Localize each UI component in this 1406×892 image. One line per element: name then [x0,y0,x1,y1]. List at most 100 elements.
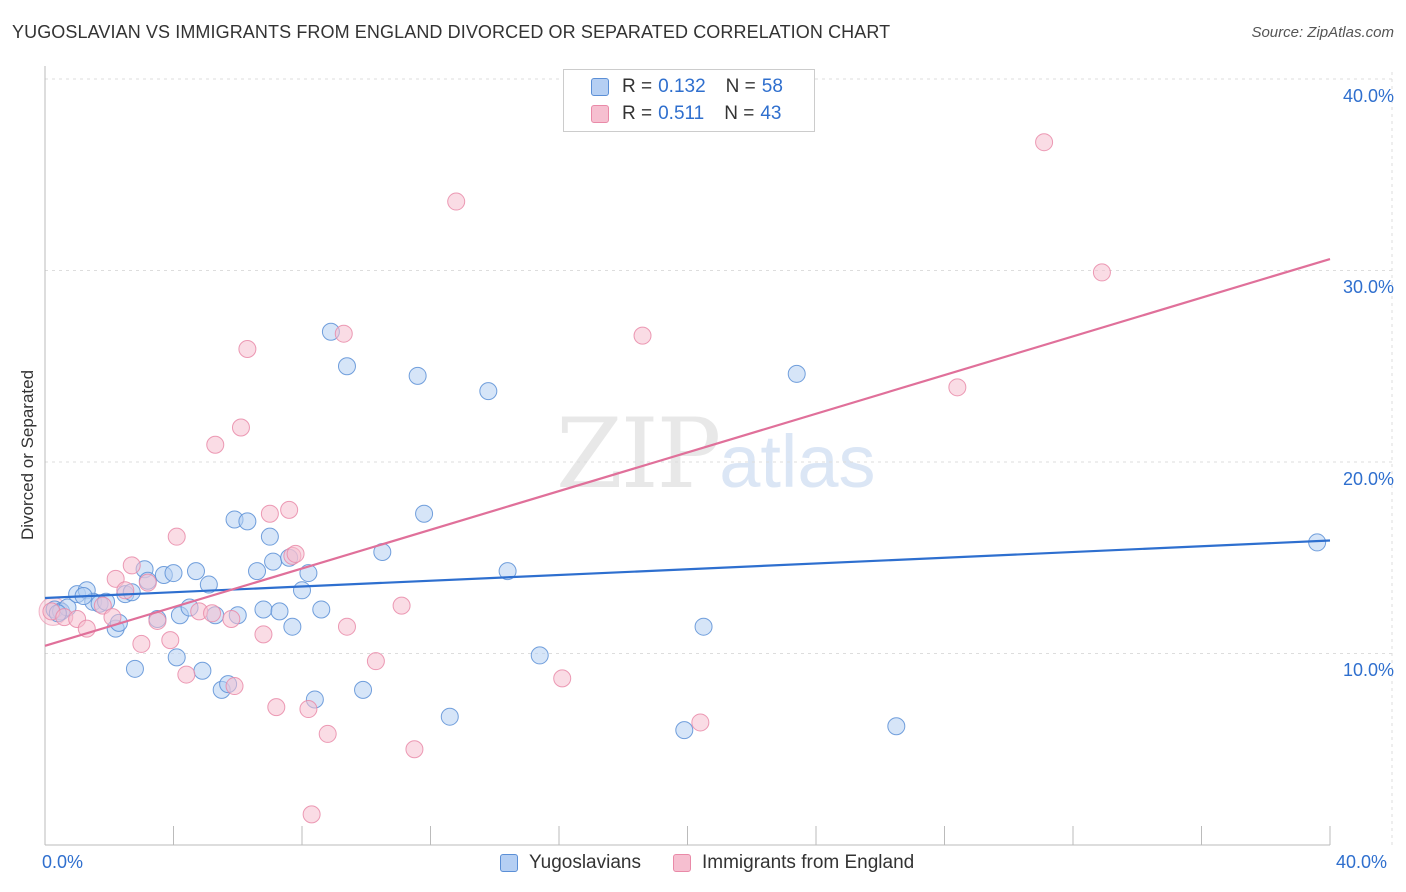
legend-swatch-yugoslavians [500,854,518,872]
point-yugo-30 [248,562,267,581]
point-eng-33 [392,596,411,615]
chart-source: Source: ZipAtlas.com [1251,24,1394,41]
legend-swatch-england [672,854,691,872]
legend-r-label: R = [622,76,653,97]
legend-item-england[interactable]: Immigrants from England [672,852,915,874]
point-eng-9 [132,634,151,653]
x-tick-label-min: 0.0% [42,852,84,872]
point-eng-12 [161,631,180,650]
point-eng-29 [318,724,337,743]
point-eng-16 [203,604,222,623]
legend-row-yugoslavians: R = 0.132 N = 58 [564,73,783,101]
point-eng-35 [447,192,466,211]
legend-label-yugoslavians: Yugoslavians [529,852,641,873]
point-eng-41 [1092,263,1111,282]
legend-item-yugoslavians[interactable]: Yugoslavians [500,852,641,874]
point-eng-25 [280,500,299,519]
chart-title: YUGOSLAVIAN VS IMMIGRANTS FROM ENGLAND D… [12,22,891,42]
point-eng-6 [106,569,125,588]
point-eng-7 [116,581,135,600]
watermark-zip: ZIP [556,398,721,510]
point-yugo-37 [293,581,311,600]
point-eng-42 [286,544,305,563]
trend-layer [44,257,1331,647]
point-yugo-36 [283,617,302,636]
point-yugo-45 [408,366,427,385]
trendline-yugo [44,539,1331,600]
point-yugo-21 [186,562,205,581]
legend-n-value: 58 [761,76,783,97]
point-yugo-53 [787,364,806,383]
point-yugo-31 [254,600,273,619]
point-eng-19 [225,677,244,696]
legend-r-value: 0.511 [658,103,705,124]
point-eng-40 [1035,133,1054,152]
legend-n-value: 43 [760,103,782,124]
point-yugo-34 [270,602,289,621]
point-eng-4 [93,596,112,615]
legend-r-label: R = [622,103,653,124]
point-yugo-49 [498,562,517,581]
point-yugo-40 [312,600,331,619]
point-yugo-48 [479,382,498,401]
point-yugo-52 [694,617,713,636]
point-yugo-43 [354,680,373,699]
point-yugo-46 [415,504,434,523]
point-yugo-51 [675,721,694,740]
point-eng-39 [948,378,967,397]
legend-row-england: R = 0.511 N = 43 [564,100,782,128]
point-eng-14 [177,665,196,684]
point-eng-27 [299,700,318,719]
point-eng-21 [238,340,257,359]
point-yugo-32 [260,527,279,546]
legend-swatch-yugoslavians [591,78,609,96]
point-yugo-29 [238,512,257,531]
point-yugo-22 [193,661,212,680]
y-tick-label-30: 30.0% [1342,277,1394,297]
point-eng-13 [167,527,186,546]
point-yugo-42 [337,357,356,376]
point-eng-8 [122,556,141,575]
points-layer [38,133,1327,824]
point-eng-34 [405,740,424,759]
point-eng-31 [337,617,356,636]
legend-n-label: N = [725,76,756,97]
point-eng-30 [334,324,353,343]
watermark: ZIPatlas [556,398,876,510]
point-eng-24 [267,698,286,717]
stats-legend: R = 0.132 N = 58 R = 0.511 N = 43 [563,69,815,132]
y-tick-label-10: 10.0% [1342,660,1394,680]
point-yugo-47 [440,707,459,726]
axis-layer [44,66,1331,846]
y-axis-label: Divorced or Separated [18,369,37,541]
y-tick-label-20: 20.0% [1342,469,1394,489]
point-yugo-23 [199,575,218,594]
point-eng-17 [206,435,225,454]
point-yugo-50 [530,646,549,665]
x-tick-label-max: 40.0% [1336,852,1388,872]
point-yugo-18 [167,648,186,667]
point-yugo-17 [164,564,183,583]
legend-swatch-england [591,105,609,123]
point-yugo-54 [887,717,906,736]
point-yugo-33 [264,552,283,571]
y-tick-label-40: 40.0% [1342,86,1394,106]
legend-r-value: 0.132 [658,76,706,97]
point-eng-10 [138,573,157,592]
point-eng-28 [302,805,321,824]
point-eng-38 [691,713,710,732]
point-eng-23 [260,504,279,523]
point-eng-37 [633,326,652,345]
point-eng-22 [254,625,273,644]
trendline-eng [44,257,1331,647]
legend-n-label: N = [724,103,755,124]
point-eng-11 [148,611,167,630]
point-eng-36 [553,669,572,688]
grid-layer [45,72,1393,845]
legend-label-england: Immigrants from England [701,852,915,873]
series-legend: Yugoslavians Immigrants from England [500,852,946,874]
point-eng-32 [366,652,385,671]
point-yugo-12 [125,659,144,678]
